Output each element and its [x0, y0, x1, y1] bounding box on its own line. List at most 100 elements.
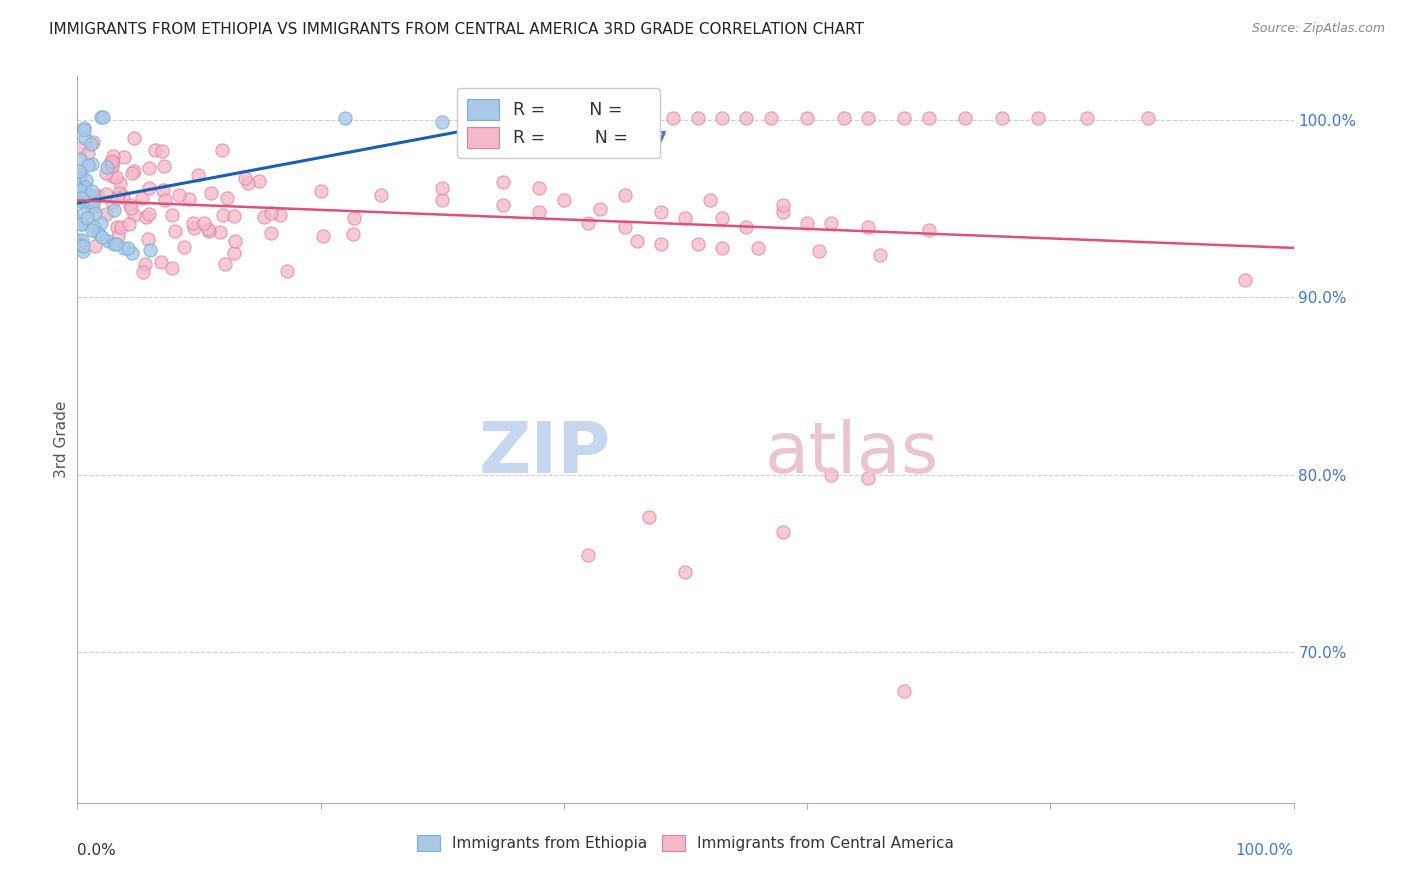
Point [98, 156, 121, 170]
Point [177, 192, 200, 206]
Point [138, 180, 160, 194]
Point [430, 193, 453, 207]
Point [124, 164, 146, 178]
Point [675, 211, 697, 225]
Point [576, 216, 599, 230]
Point [138, 161, 160, 175]
Point [1136, 112, 1159, 126]
Point [82, 136, 104, 150]
Point [101, 156, 124, 170]
Point [214, 257, 236, 271]
Point [149, 255, 172, 269]
Point [90, 110, 112, 124]
Point [200, 186, 222, 200]
Point [89, 227, 111, 241]
Point [224, 234, 246, 248]
Point [772, 198, 794, 212]
Point [638, 510, 661, 524]
Point [67, 172, 90, 186]
Point [96, 160, 118, 174]
Text: 137: 137 [631, 130, 666, 148]
Y-axis label: 3rd Grade: 3rd Grade [53, 401, 69, 478]
Point [215, 191, 238, 205]
Point [183, 220, 205, 235]
Point [772, 524, 794, 539]
Point [162, 260, 184, 275]
Point [82, 201, 104, 215]
Point [796, 112, 818, 126]
Point [686, 112, 709, 126]
Point [101, 194, 124, 209]
Point [77, 187, 100, 202]
Point [492, 175, 515, 189]
Text: atlas: atlas [765, 419, 939, 488]
Point [893, 684, 915, 698]
Text: 0.0%: 0.0% [77, 843, 117, 858]
Point [117, 217, 139, 231]
Point [662, 112, 685, 126]
Point [67, 233, 90, 247]
Point [77, 157, 100, 171]
Point [79, 196, 101, 211]
Point [626, 234, 648, 248]
Point [160, 208, 183, 222]
Point [73, 183, 96, 197]
Point [82, 197, 104, 211]
Point [167, 188, 190, 202]
Point [67, 237, 90, 252]
Point [187, 169, 209, 183]
Point [710, 112, 733, 126]
Text: 52: 52 [631, 103, 655, 121]
Point [72, 194, 94, 209]
Point [80, 157, 103, 171]
Point [138, 207, 160, 221]
Point [990, 112, 1012, 126]
Point [97, 234, 120, 248]
Point [808, 244, 831, 259]
Point [333, 112, 356, 126]
Point [134, 257, 156, 271]
Point [101, 169, 124, 184]
Point [80, 184, 103, 198]
Point [70, 233, 93, 247]
Point [136, 232, 159, 246]
Point [260, 206, 283, 220]
Point [84, 238, 107, 252]
Point [856, 219, 879, 234]
Point [236, 176, 259, 190]
Point [650, 205, 672, 219]
Point [75, 187, 97, 202]
Point [69, 141, 91, 155]
Point [70, 191, 93, 205]
Point [69, 170, 91, 185]
Point [69, 153, 91, 167]
Point [73, 121, 96, 136]
Point [370, 187, 392, 202]
Point [710, 211, 733, 225]
Point [112, 150, 135, 164]
Point [70, 217, 93, 231]
Point [103, 202, 125, 217]
Point [759, 112, 782, 126]
Point [105, 169, 128, 184]
Point [94, 166, 117, 180]
Point [107, 228, 129, 243]
Text: ZIP: ZIP [478, 419, 612, 488]
Point [820, 467, 842, 482]
Text: IMMIGRANTS FROM ETHIOPIA VS IMMIGRANTS FROM CENTRAL AMERICA 3RD GRADE CORRELATIO: IMMIGRANTS FROM ETHIOPIA VS IMMIGRANTS F… [49, 22, 865, 37]
Point [72, 206, 94, 220]
Point [152, 159, 174, 173]
Point [143, 143, 166, 157]
Point [131, 191, 153, 205]
Point [247, 173, 270, 187]
Point [87, 189, 110, 203]
Point [73, 123, 96, 137]
Text: 0.390: 0.390 [537, 103, 592, 121]
Point [869, 248, 891, 262]
Point [342, 227, 364, 242]
Point [69, 184, 91, 198]
Point [120, 201, 142, 215]
Point [117, 241, 139, 255]
Point [1233, 273, 1256, 287]
Point [90, 216, 112, 230]
